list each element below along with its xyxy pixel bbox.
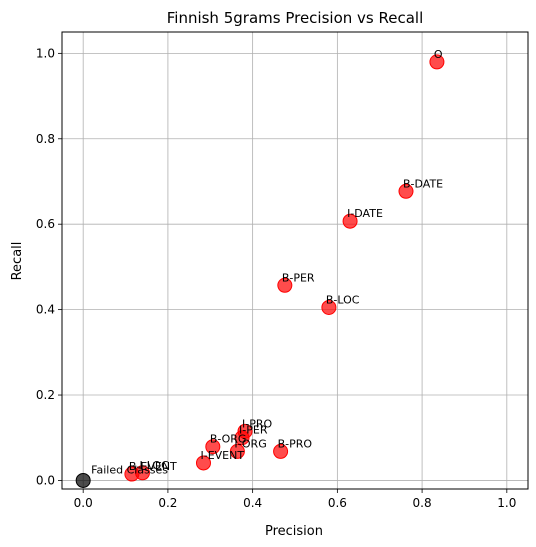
data-point	[234, 430, 250, 446]
point-label: I-EVENT	[200, 449, 244, 462]
x-axis-label: Precision	[265, 524, 323, 539]
data-point	[429, 54, 445, 70]
y-tick-label: 0.8	[36, 132, 55, 146]
point-label: I-LOC	[139, 459, 169, 472]
x-tick-label: 0.2	[158, 496, 177, 510]
data-point	[229, 443, 245, 459]
point-label: I-DATE	[347, 207, 383, 220]
x-tick-label: 0.8	[413, 496, 432, 510]
failed-point	[75, 472, 91, 488]
x-tick-label: 1.0	[497, 496, 516, 510]
point-label: B-EVENT	[129, 460, 177, 473]
y-tick-label: 0.0	[36, 473, 55, 487]
data-point	[398, 183, 414, 199]
x-tick-label: 0.0	[74, 496, 93, 510]
data-point	[273, 443, 289, 459]
grid	[62, 32, 528, 489]
chart-title: Finnish 5grams Precision vs Recall	[167, 9, 424, 27]
point-label: B-ORG	[210, 433, 247, 446]
y-tick-label: 0.4	[36, 303, 55, 317]
point-label: B-DATE	[403, 177, 443, 190]
x-tick-label: 0.6	[328, 496, 347, 510]
data-point	[277, 277, 293, 293]
data-point	[342, 213, 358, 229]
data-point	[195, 455, 211, 471]
point-label: I-PER	[239, 424, 268, 437]
point-label: I-ORG	[234, 437, 266, 450]
data-point	[205, 439, 221, 455]
point-label: O	[434, 48, 443, 61]
y-tick-label: 0.2	[36, 388, 55, 402]
point-label: B-PRO	[278, 437, 313, 450]
plot-frame	[61, 31, 529, 490]
x-tick-label: 0.4	[243, 496, 262, 510]
point-label: B-LOC	[326, 293, 360, 306]
data-point	[321, 299, 337, 315]
y-tick-label: 0.6	[36, 217, 55, 231]
failed-point-label: Failed Classes	[91, 463, 168, 476]
data-point	[134, 465, 150, 481]
y-axis-label: Recall	[10, 242, 25, 281]
point-label: B-PER	[282, 271, 315, 284]
y-tick-label: 1.0	[36, 46, 55, 60]
y-axis: 0.0 0.2 0.4 0.6 0.8 1.0	[36, 46, 62, 487]
x-axis: 0.0 0.2 0.4 0.6 0.8 1.0	[74, 489, 516, 510]
point-label: I-PRO	[242, 417, 272, 430]
